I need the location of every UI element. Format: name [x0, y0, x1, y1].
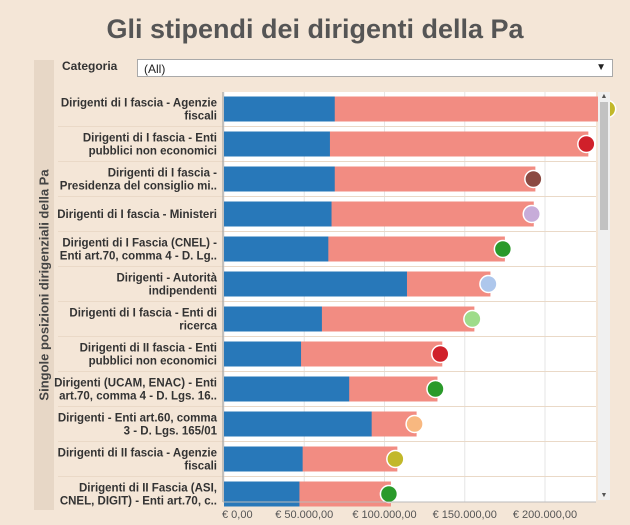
category-filter-select[interactable]: (All) ▼	[137, 59, 613, 77]
bar-base	[224, 166, 335, 192]
x-tick-label: € 50.000,00	[275, 509, 333, 521]
category-label: Dirigenti di I fascia - Enti di ricerca	[69, 308, 217, 333]
category-label-line: Dirigenti di I fascia - Ministeri	[57, 209, 217, 221]
category-label-line: Dirigenti (UCAM, ENAC) - Enti	[54, 378, 217, 390]
category-label-line: Dirigenti di II fascia - Agenzie	[58, 448, 217, 460]
value-marker	[524, 169, 543, 189]
bar-base	[224, 306, 322, 332]
category-label: Dirigenti (UCAM, ENAC) - Enti art.70, com…	[54, 378, 217, 403]
category-label-line: Dirigenti - Autorità	[116, 273, 217, 285]
category-label-line: fiscali	[184, 461, 217, 473]
value-marker	[431, 344, 450, 364]
category-label-line: pubblici non economici	[89, 356, 217, 368]
category-label: Dirigenti di I fascia - Enti pubblici non…	[83, 133, 217, 158]
bar-base	[224, 481, 300, 507]
bar-base	[224, 341, 302, 367]
value-marker	[463, 309, 482, 329]
category-label-line: Dirigenti di II Fascia (ASI,	[79, 483, 217, 495]
chart-scrollbar[interactable]: ▲ ▼	[598, 92, 610, 500]
value-marker	[522, 204, 542, 224]
bar-base	[224, 411, 372, 437]
value-marker	[479, 274, 498, 294]
scroll-down-arrow-icon[interactable]: ▼	[600, 492, 608, 499]
scroll-thumb[interactable]	[600, 102, 608, 230]
bar-base	[224, 376, 350, 402]
category-label-line: Dirigenti di I fascia - Enti	[83, 133, 217, 145]
bar-base	[224, 271, 407, 297]
category-label-line: Dirigenti - Enti art.60, comma	[58, 413, 218, 425]
category-label: Dirigenti - Autorità indipendenti	[116, 273, 217, 298]
category-label: Dirigenti - Enti art.60, comma 3 - D. Lgs…	[58, 413, 218, 438]
x-tick-label: € 0,00	[222, 509, 253, 521]
category-label: Dirigenti di I fascia - Ministeri	[57, 209, 217, 221]
category-label: Dirigenti di I Fascia (CNEL) -Enti art.7…	[60, 238, 217, 263]
category-label: Dirigenti di I fascia - Agenzie fiscali	[61, 98, 217, 123]
value-marker	[405, 414, 424, 434]
x-tick-label: € 150.000,00	[433, 509, 497, 521]
category-filter-label: Categoria	[62, 59, 118, 73]
category-label-line: art.70, comma 4 - D. Lgs. 16..	[59, 391, 217, 403]
chart-title: Gli stipendi dei dirigenti della Pa	[106, 14, 524, 44]
value-marker	[379, 484, 399, 504]
category-label-line: Dirigenti di I fascia - Agenzie	[61, 98, 217, 110]
category-label-line: pubblici non economici	[89, 146, 217, 158]
category-label-line: indipendenti	[149, 286, 217, 298]
value-marker	[493, 239, 513, 259]
category-label-line: Dirigenti di II fascia - Enti	[80, 343, 217, 355]
bar-base	[224, 96, 335, 122]
bar-base	[224, 131, 330, 157]
category-label-line: ricerca	[179, 321, 217, 333]
category-label: Dirigenti di II fascia - Agenzie fiscali	[58, 448, 217, 473]
category-label-line: CNEL, DIGIT) - Enti art.70, c..	[60, 496, 217, 508]
bar-base	[224, 201, 332, 227]
dropdown-arrow-icon[interactable]: ▼	[596, 62, 606, 73]
category-label-line: fiscali	[184, 111, 217, 123]
y-axis-band	[34, 60, 54, 510]
category-label-line: Dirigenti di I Fascia (CNEL) -	[62, 238, 217, 250]
x-tick-label: € 200.000,00	[513, 509, 577, 521]
category-label-line: Presidenza del consiglio mi..	[60, 181, 217, 193]
value-marker	[426, 379, 445, 399]
category-label: Dirigenti di II Fascia (ASI, CNEL, DIGIT)…	[60, 483, 217, 508]
category-label-line: 3 - D. Lgs. 165/01	[124, 426, 218, 438]
scroll-up-arrow-icon[interactable]: ▲	[600, 93, 608, 100]
category-filter-value: (All)	[144, 62, 166, 76]
value-marker	[577, 134, 596, 154]
category-label-line: Dirigenti di I fascia -	[108, 168, 217, 180]
category-label-line: Enti art.70, comma 4 - D. Lg..	[60, 251, 217, 263]
x-tick-label: € 100.000,00	[352, 509, 416, 521]
value-marker	[386, 449, 405, 469]
bar-base	[224, 236, 329, 262]
category-label: Dirigenti di I fascia -Presidenza del co…	[60, 168, 217, 193]
category-label: Dirigenti di II fascia - Enti pubblici no…	[80, 343, 217, 368]
category-label-line: Dirigenti di I fascia - Enti di	[69, 308, 217, 320]
bar-base	[224, 446, 303, 472]
